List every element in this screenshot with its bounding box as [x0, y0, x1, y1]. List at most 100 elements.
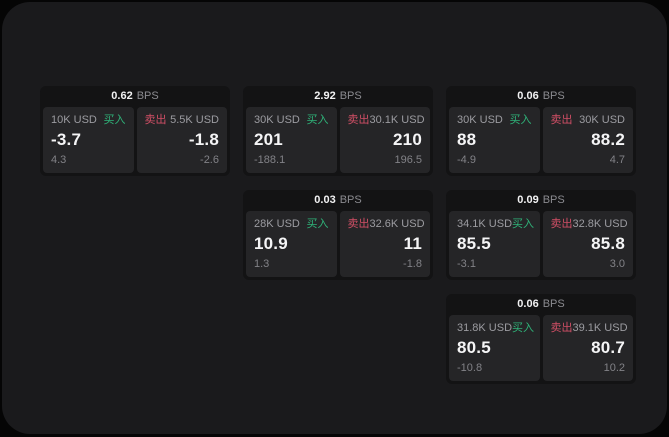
sell-delta: 196.5	[394, 154, 422, 166]
sell-delta: -2.6	[200, 154, 219, 166]
bps-value: 0.06	[517, 90, 539, 102]
sell-panel[interactable]: 卖出 32.6K USD 11 -1.8	[339, 211, 430, 277]
buy-panel-top: 30K USD 买入	[457, 114, 532, 127]
sell-delta: 4.7	[609, 154, 625, 166]
buy-side-label: 买入	[512, 322, 535, 334]
bps-unit-label: BPS	[542, 298, 565, 310]
buy-delta: -4.9	[457, 154, 476, 166]
buy-side-label: 买入	[306, 114, 329, 126]
panels-row: 34.1K USD 买入 85.5 -3.1 卖出 32.8K USD 85.8…	[449, 211, 633, 277]
buy-side-label: 买入	[306, 218, 329, 230]
buy-delta: 1.3	[254, 258, 270, 270]
sell-price: 85.8	[591, 234, 625, 253]
quote-card: 2.92 BPS 30K USD 买入 201 -188.1 卖出	[243, 86, 433, 176]
sell-price: 88.2	[591, 130, 625, 149]
buy-delta: 4.3	[51, 154, 67, 166]
buy-delta: -188.1	[254, 154, 286, 166]
bps-unit-label: BPS	[542, 90, 565, 102]
buy-price: 88	[457, 130, 477, 149]
buy-amount: 10K USD	[51, 114, 97, 126]
card-header: 0.03 BPS	[246, 190, 430, 211]
sell-panel-top: 卖出 30.1K USD	[347, 114, 425, 127]
buy-panel[interactable]: 30K USD 买入 201 -188.1	[246, 107, 337, 173]
quote-card-grid: 0.62 BPS 10K USD 买入 -3.7 4.3 卖出	[40, 86, 636, 384]
sell-delta: 3.0	[609, 258, 625, 270]
panels-row: 30K USD 买入 88 -4.9 卖出 30K USD 88.2 4.7	[449, 107, 633, 173]
bps-unit-label: BPS	[339, 90, 362, 102]
buy-price: 10.9	[254, 234, 288, 253]
sell-panel[interactable]: 卖出 30.1K USD 210 196.5	[339, 107, 430, 173]
sell-panel[interactable]: 卖出 30K USD 88.2 4.7	[542, 107, 633, 173]
buy-panel[interactable]: 34.1K USD 买入 85.5 -3.1	[449, 211, 540, 277]
buy-amount: 28K USD	[254, 218, 300, 230]
sell-panel-top: 卖出 32.6K USD	[347, 218, 425, 231]
buy-panel-top: 10K USD 买入	[51, 114, 126, 127]
buy-panel[interactable]: 28K USD 买入 10.9 1.3	[246, 211, 337, 277]
bps-unit-label: BPS	[542, 194, 565, 206]
buy-panel[interactable]: 10K USD 买入 -3.7 4.3	[43, 107, 134, 173]
sell-side-label: 卖出	[550, 322, 573, 334]
sell-side-label: 卖出	[550, 218, 573, 230]
quote-card: 0.06 BPS 30K USD 买入 88 -4.9 卖出	[446, 86, 636, 176]
bps-unit-label: BPS	[339, 194, 362, 206]
buy-panel-top: 34.1K USD 买入	[457, 218, 535, 231]
sell-side-label: 卖出	[347, 114, 370, 126]
buy-amount: 31.8K USD	[457, 322, 513, 334]
sell-amount: 30.1K USD	[369, 114, 425, 126]
buy-panel[interactable]: 30K USD 买入 88 -4.9	[449, 107, 540, 173]
bps-value: 0.09	[517, 194, 539, 206]
bps-unit-label: BPS	[136, 90, 159, 102]
buy-side-label: 买入	[103, 114, 126, 126]
sell-price: 11	[403, 234, 422, 253]
sell-amount: 30K USD	[579, 114, 625, 126]
card-header: 0.09 BPS	[449, 190, 633, 211]
panels-row: 10K USD 买入 -3.7 4.3 卖出 5.5K USD -1.8 -2.…	[43, 107, 227, 173]
sell-amount: 32.8K USD	[572, 218, 628, 230]
panels-row: 30K USD 买入 201 -188.1 卖出 30.1K USD 210 1…	[246, 107, 430, 173]
buy-amount: 30K USD	[254, 114, 300, 126]
bps-value: 0.62	[111, 90, 133, 102]
sell-delta: -1.8	[403, 258, 422, 270]
bps-value: 0.03	[314, 194, 336, 206]
sell-panel-top: 卖出 5.5K USD	[145, 114, 220, 127]
sell-price: 80.7	[591, 338, 625, 357]
card-header: 0.62 BPS	[43, 86, 227, 107]
sell-price: -1.8	[188, 130, 219, 149]
sell-side-label: 卖出	[550, 114, 573, 126]
sell-panel[interactable]: 卖出 32.8K USD 85.8 3.0	[542, 211, 633, 277]
card-header: 2.92 BPS	[246, 86, 430, 107]
buy-delta: -3.1	[457, 258, 476, 270]
buy-side-label: 买入	[509, 114, 532, 126]
sell-delta: 10.2	[603, 362, 625, 374]
sell-amount: 39.1K USD	[572, 322, 628, 334]
buy-price: 201	[254, 130, 283, 149]
buy-panel-top: 30K USD 买入	[254, 114, 329, 127]
buy-amount: 30K USD	[457, 114, 503, 126]
quote-card: 0.62 BPS 10K USD 买入 -3.7 4.3 卖出	[40, 86, 230, 176]
sell-panel-top: 卖出 30K USD	[551, 114, 626, 127]
bps-value: 0.06	[517, 298, 539, 310]
sell-panel-top: 卖出 32.8K USD	[550, 218, 628, 231]
quote-card: 0.09 BPS 34.1K USD 买入 85.5 -3.1 卖出	[446, 190, 636, 280]
sell-amount: 5.5K USD	[170, 114, 219, 126]
buy-amount: 34.1K USD	[457, 218, 513, 230]
sell-price: 210	[393, 130, 422, 149]
quote-card: 0.03 BPS 28K USD 买入 10.9 1.3 卖出	[243, 190, 433, 280]
sell-side-label: 卖出	[144, 114, 167, 126]
quote-card: 0.06 BPS 31.8K USD 买入 80.5 -10.8 卖	[446, 294, 636, 384]
buy-panel[interactable]: 31.8K USD 买入 80.5 -10.8	[449, 315, 540, 381]
panels-row: 28K USD 买入 10.9 1.3 卖出 32.6K USD 11 -1.8	[246, 211, 430, 277]
buy-price: 85.5	[457, 234, 491, 253]
sell-panel[interactable]: 卖出 5.5K USD -1.8 -2.6	[136, 107, 227, 173]
sell-side-label: 卖出	[347, 218, 370, 230]
buy-side-label: 买入	[512, 218, 535, 230]
buy-price: 80.5	[457, 338, 491, 357]
sell-panel-top: 卖出 39.1K USD	[550, 322, 628, 335]
buy-panel-top: 28K USD 买入	[254, 218, 329, 231]
buy-panel-top: 31.8K USD 买入	[457, 322, 535, 335]
sell-panel[interactable]: 卖出 39.1K USD 80.7 10.2	[542, 315, 633, 381]
card-header: 0.06 BPS	[449, 294, 633, 315]
bps-value: 2.92	[314, 90, 336, 102]
